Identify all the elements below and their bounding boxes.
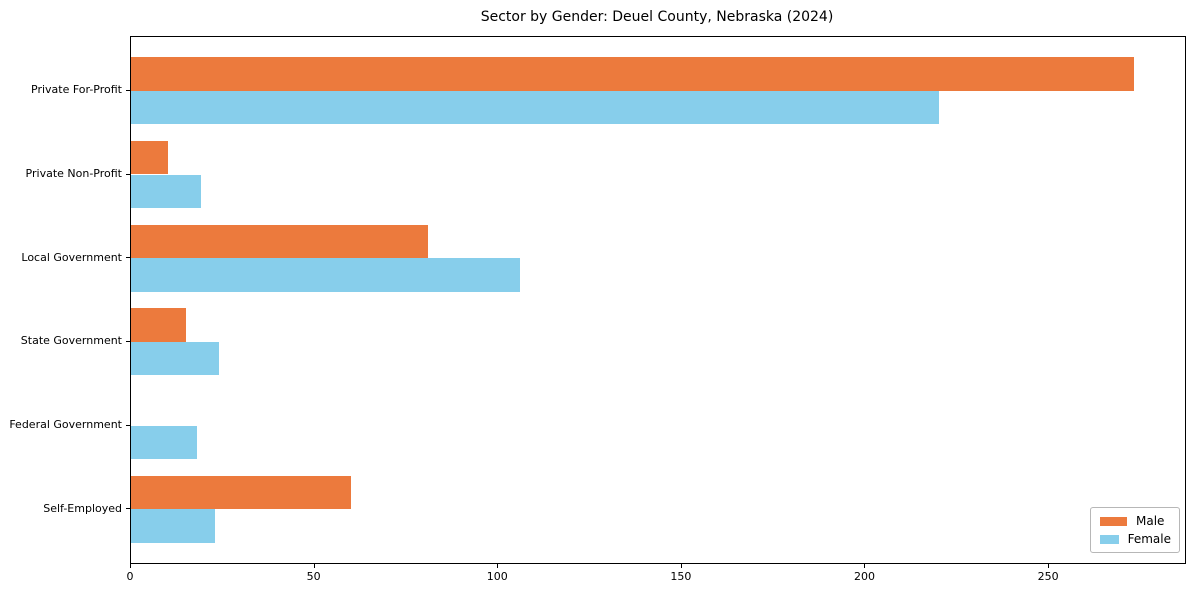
legend-swatch-female-icon xyxy=(1100,534,1119,544)
bar-female-4 xyxy=(131,341,220,376)
legend-item-female: Female xyxy=(1100,532,1171,546)
y-tick-mark xyxy=(126,257,130,259)
legend: Male Female xyxy=(1090,507,1180,553)
x-tick-label: 50 xyxy=(306,570,321,583)
y-tick-label: Private For-Profit xyxy=(31,83,122,97)
bar-male-6 xyxy=(131,475,352,510)
x-tick-mark xyxy=(864,564,866,568)
x-tick-label: 0 xyxy=(126,570,134,583)
legend-item-male: Male xyxy=(1100,514,1171,528)
x-tick-label: 250 xyxy=(1037,570,1059,583)
y-tick-mark xyxy=(126,508,130,510)
y-tick-mark xyxy=(126,340,130,342)
y-tick-mark xyxy=(126,173,130,175)
y-tick-label: Self-Employed xyxy=(43,501,122,515)
bar-female-1 xyxy=(131,90,939,125)
bar-female-6 xyxy=(131,509,216,543)
x-tick-label: 200 xyxy=(853,570,875,583)
y-tick-label: State Government xyxy=(20,334,122,348)
x-tick-mark xyxy=(497,564,499,568)
bar-female-3 xyxy=(131,258,521,292)
bar-male-3 xyxy=(131,224,429,259)
bar-female-5 xyxy=(131,425,198,459)
y-tick-mark xyxy=(126,89,130,91)
x-tick-mark xyxy=(313,564,315,568)
x-tick-mark xyxy=(1048,564,1050,568)
y-tick-mark xyxy=(126,424,130,426)
x-tick-label: 150 xyxy=(670,570,692,583)
chart-title: Sector by Gender: Deuel County, Nebraska… xyxy=(480,9,834,25)
legend-label-male: Male xyxy=(1136,514,1165,528)
bar-male-4 xyxy=(131,308,187,342)
x-tick-label: 100 xyxy=(486,570,508,583)
y-tick-label: Private Non-Profit xyxy=(25,167,122,180)
bar-male-1 xyxy=(131,57,1134,91)
y-tick-label: Local Government xyxy=(21,250,122,264)
legend-swatch-male-icon xyxy=(1100,516,1127,526)
x-tick-mark xyxy=(680,564,682,568)
y-tick-label: Federal Government xyxy=(9,418,122,431)
legend-label-female: Female xyxy=(1127,532,1171,546)
bar-female-2 xyxy=(131,174,201,208)
plot-area xyxy=(130,36,1186,564)
bar-male-2 xyxy=(131,141,168,175)
x-tick-mark xyxy=(130,564,131,568)
